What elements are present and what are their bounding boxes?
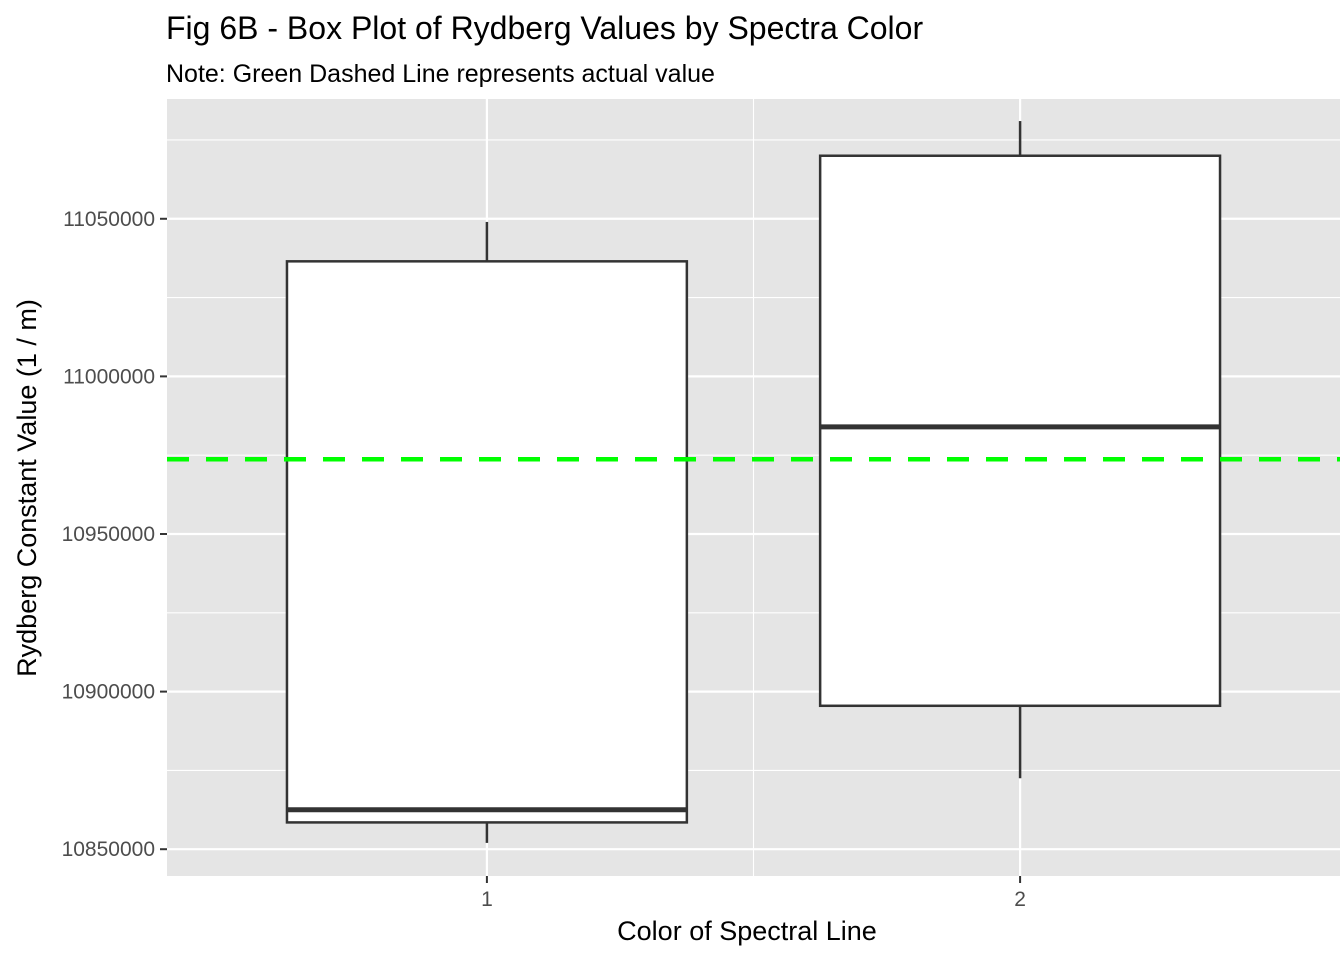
y-tick-label: 11000000 [63, 365, 155, 388]
chart-title: Fig 6B - Box Plot of Rydberg Values by S… [166, 10, 923, 46]
chart-subtitle: Note: Green Dashed Line represents actua… [166, 60, 715, 88]
box-group [285, 121, 1222, 843]
x-axis-title: Color of Spectral Line [617, 916, 877, 946]
x-tick-label: 1 [481, 888, 493, 911]
boxplot-1 [285, 221, 689, 843]
box-iqr [818, 154, 1222, 708]
boxplot-2 [818, 121, 1222, 779]
y-tick-label: 11050000 [63, 208, 155, 231]
y-axis: 10850000 10900000 10950000 11000000 11050000 [62, 208, 167, 861]
y-tick-label: 10850000 [62, 838, 155, 861]
y-axis-title: Rydberg Constant Value (1 / m) [12, 299, 42, 677]
y-tick-label: 10900000 [62, 681, 155, 704]
x-tick-label: 2 [1014, 888, 1026, 911]
box-iqr [285, 260, 689, 824]
y-tick-label: 10950000 [62, 523, 155, 546]
